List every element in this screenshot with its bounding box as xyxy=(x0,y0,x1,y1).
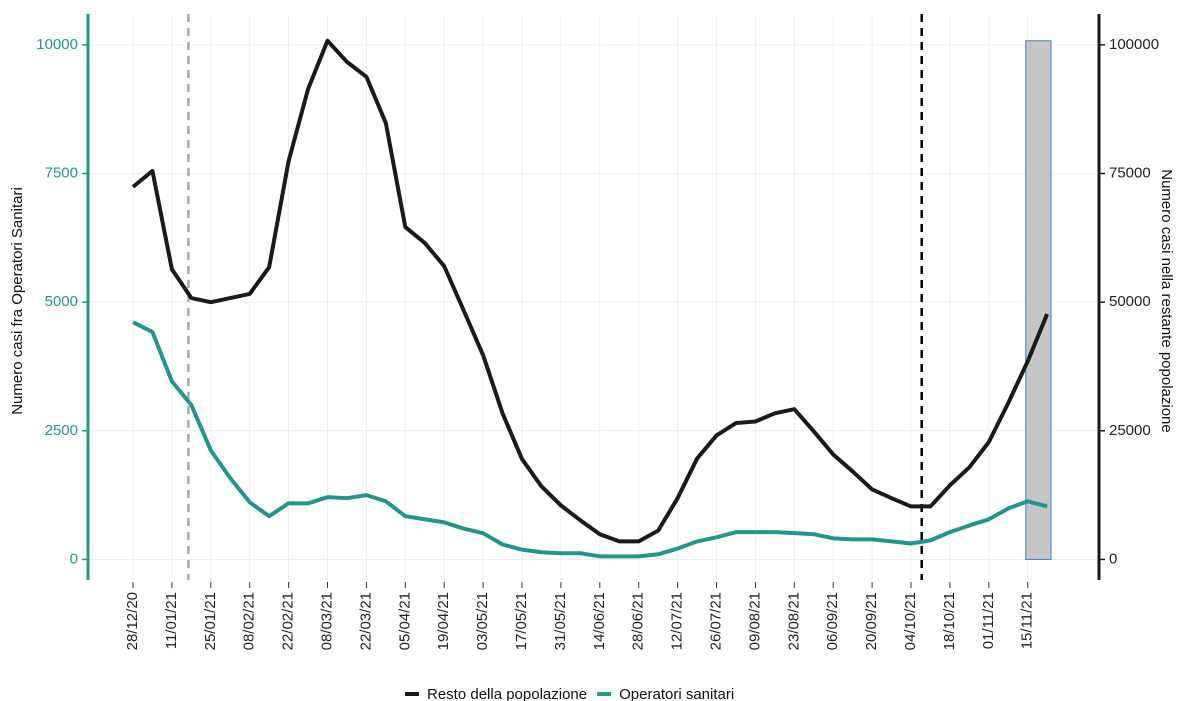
x-tick-label: 19/04/21 xyxy=(435,592,452,650)
x-tick-label: 25/01/21 xyxy=(202,592,219,650)
x-tick-label: 28/06/21 xyxy=(630,592,647,650)
x-tick-label: 03/05/21 xyxy=(474,592,491,650)
x-tick-label: 04/10/21 xyxy=(902,592,919,650)
x-tick-label: 11/01/21 xyxy=(163,592,180,649)
y-tick-label: 10000 xyxy=(36,36,78,53)
x-tick-label: 08/02/21 xyxy=(241,592,258,650)
x-tick-label: 01/11/21 xyxy=(980,592,997,649)
x-tick-label: 31/05/21 xyxy=(552,592,569,650)
x-tick-label: 28/12/20 xyxy=(124,592,141,650)
y2-tick-label: 75000 xyxy=(1109,164,1151,181)
legend-label: Operatori sanitari xyxy=(619,686,734,701)
x-tick-label: 23/08/21 xyxy=(785,592,802,650)
y2-axis-title: Numero casi nella restante popolazione xyxy=(1158,169,1175,433)
y-axis-title: Numero casi fra Operatori Sanitari xyxy=(9,187,26,415)
x-tick-label: 22/02/21 xyxy=(280,592,297,650)
x-tick-label: 15/11/21 xyxy=(1019,592,1036,649)
y2-tick-label: 25000 xyxy=(1109,422,1151,439)
series-line xyxy=(132,320,1048,559)
y2-tick-label: 50000 xyxy=(1109,293,1151,310)
y2-tick-label: 0 xyxy=(1109,550,1117,567)
y-tick-label: 2500 xyxy=(45,422,78,439)
legend-label: Resto della popolazione xyxy=(427,686,587,701)
series-line xyxy=(131,38,1049,544)
x-tick-label: 20/09/21 xyxy=(863,592,880,650)
y2-tick-label: 100000 xyxy=(1109,36,1159,53)
y-tick-label: 7500 xyxy=(45,164,78,181)
x-tick-label: 08/03/21 xyxy=(318,592,335,650)
x-tick-label: 26/07/21 xyxy=(707,592,724,650)
highlight-box xyxy=(1025,40,1052,560)
x-tick-label: 18/10/21 xyxy=(941,592,958,650)
x-tick-label: 06/09/21 xyxy=(824,592,841,650)
y-tick-label: 0 xyxy=(70,550,78,567)
x-tick-label: 12/07/21 xyxy=(669,592,686,650)
x-tick-label: 05/04/21 xyxy=(396,592,413,650)
x-tick-label: 17/05/21 xyxy=(513,592,530,650)
x-tick-label: 14/06/21 xyxy=(591,592,608,650)
y-tick-label: 5000 xyxy=(45,293,78,310)
x-tick-label: 09/08/21 xyxy=(746,592,763,650)
x-tick-label: 22/03/21 xyxy=(357,592,374,650)
